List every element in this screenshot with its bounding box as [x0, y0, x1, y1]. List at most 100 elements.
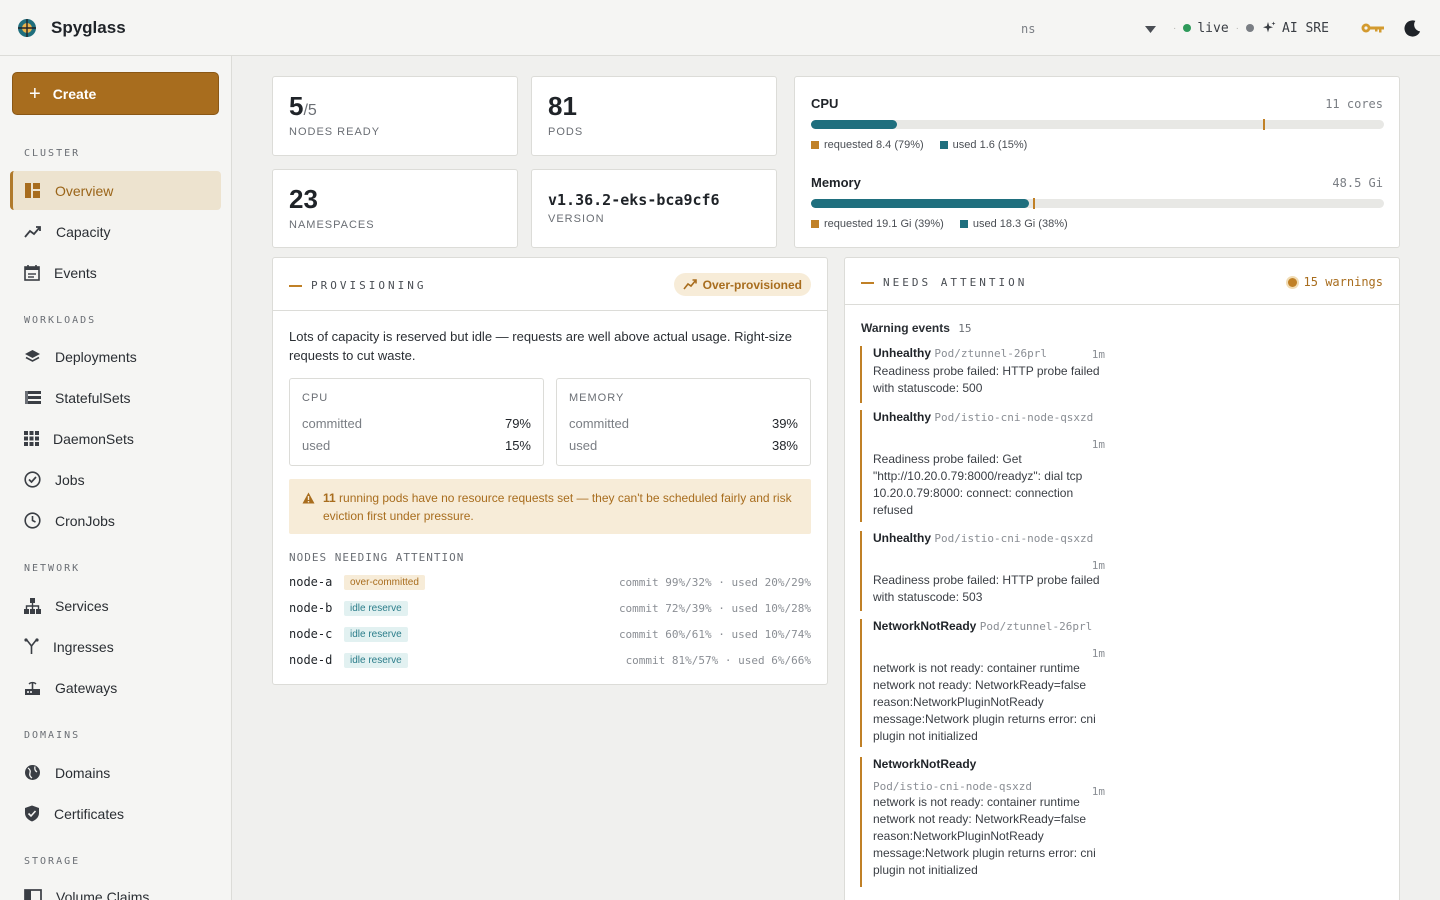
- create-label: Create: [52, 85, 97, 102]
- status-dot-icon: [1246, 24, 1254, 32]
- separator: ·: [1235, 22, 1239, 34]
- network-tree-icon: [24, 597, 41, 614]
- list-item[interactable]: Unhealthy Pod/istio-cni-node-qsxzd 1m Re…: [860, 531, 1105, 611]
- sidebar-item-events[interactable]: Events: [10, 253, 221, 292]
- live-dot-icon: [1183, 24, 1192, 32]
- theme-toggle[interactable]: [1403, 19, 1422, 38]
- memory-legend-requested: requested 19.1 Gi (39%): [811, 218, 944, 230]
- sidebar-item-jobs[interactable]: Jobs: [10, 460, 221, 499]
- event-object: Pod/istio-cni-node-qsxzd: [934, 411, 1094, 424]
- cpu-used-row: used 15%: [302, 438, 531, 453]
- warning-triangle-icon: [302, 492, 315, 504]
- ai-sre-button[interactable]: AI SRE: [1262, 21, 1329, 36]
- sidebar-item-label: Overview: [55, 182, 114, 199]
- event-reason: NetworkNotReady: [873, 619, 977, 633]
- sidebar-item-domains[interactable]: Domains: [10, 753, 221, 792]
- clock-icon: [24, 512, 41, 529]
- sidebar: + Create CLUSTER Overview Capacity Event…: [0, 56, 232, 900]
- table-row[interactable]: node-b idle reserve commit 72%/39% · use…: [289, 598, 811, 618]
- section-label-cluster: CLUSTER: [24, 148, 81, 159]
- section-label-workloads: WORKLOADS: [24, 315, 97, 326]
- dashboard-icon: [25, 183, 40, 198]
- sidebar-item-gateways[interactable]: Gateways: [10, 668, 221, 707]
- stat-card-nodes: 5/5 NODES READY: [272, 76, 518, 156]
- node-name: node-d: [289, 653, 333, 667]
- sidebar-item-certificates[interactable]: Certificates: [10, 794, 221, 833]
- memory-requested-marker: [1033, 198, 1036, 209]
- list-item[interactable]: NetworkNotReady Pod/ztunnel-26prl 1m net…: [860, 619, 1105, 747]
- warnings-badge[interactable]: 15 warnings: [1287, 275, 1383, 289]
- trend-up-icon: [683, 279, 697, 290]
- node-stats: commit 72%/39% · used 10%/28%: [618, 601, 811, 615]
- node-name: node-c: [289, 627, 333, 641]
- sidebar-item-volumeclaims[interactable]: Volume Claims: [10, 877, 221, 900]
- cpu-commit-card: CPU committed 79% used 15%: [289, 378, 544, 466]
- brand[interactable]: Spyglass: [17, 18, 126, 38]
- globe-icon: [25, 765, 40, 780]
- event-object: Pod/ztunnel-26prl: [979, 620, 1093, 633]
- event-message: Readiness probe failed: HTTP probe faile…: [873, 573, 1100, 604]
- dash-icon: [861, 281, 874, 284]
- event-message: network is not ready: container runtime …: [873, 661, 1096, 743]
- sidebar-item-daemonsets[interactable]: DaemonSets: [10, 419, 221, 458]
- requested-swatch: [811, 141, 819, 149]
- memory-used-fill: [811, 199, 1029, 208]
- cpu-total: 11 cores: [1325, 97, 1383, 111]
- node-name: node-a: [289, 575, 333, 589]
- provisioning-description: Lots of capacity is reserved but idle — …: [289, 329, 792, 363]
- namespace-select[interactable]: ns: [1021, 20, 1156, 38]
- sidebar-item-label: Gateways: [55, 679, 118, 696]
- event-reason: Unhealthy: [873, 410, 932, 424]
- shield-check-icon: [25, 805, 39, 822]
- over-provisioned-badge: Over-provisioned: [673, 273, 811, 296]
- table-row[interactable]: node-d idle reserve commit 81%/57% · use…: [289, 650, 811, 670]
- memory-used-row: used 38%: [569, 438, 798, 453]
- status-badge: idle reserve: [344, 626, 408, 642]
- live-indicator[interactable]: live: [1183, 21, 1229, 36]
- router-icon: [25, 681, 40, 695]
- cpu-legend: requested 8.4 (79%) used 1.6 (15%): [811, 139, 1043, 151]
- memory-total: 48.5 Gi: [1332, 176, 1383, 190]
- section-label-network: NETWORK: [24, 563, 81, 574]
- node-stats: commit 99%/32% · used 20%/29%: [618, 575, 811, 589]
- warning-dot-icon: [1287, 277, 1297, 287]
- list-icon: [25, 391, 41, 404]
- warning-events-heading: Warning events 15: [861, 321, 972, 335]
- event-age: 1m: [1091, 438, 1105, 451]
- key-button[interactable]: [1361, 22, 1385, 34]
- create-button[interactable]: + Create: [12, 72, 219, 115]
- event-message: network is not ready: container runtime …: [873, 795, 1096, 877]
- sidebar-item-services[interactable]: Services: [10, 586, 221, 625]
- attention-title: NEEDS ATTENTION: [861, 276, 1027, 289]
- list-item[interactable]: Unhealthy Pod/istio-cni-node-qsxzd 1m Re…: [860, 410, 1105, 522]
- warning-events-count: 15: [958, 322, 972, 335]
- sidebar-item-statefulsets[interactable]: StatefulSets: [10, 378, 221, 417]
- sidebar-item-cronjobs[interactable]: CronJobs: [10, 501, 221, 540]
- used-swatch: [959, 220, 968, 228]
- dash-icon: [289, 284, 302, 287]
- memory-commit-title: MEMORY: [569, 392, 625, 404]
- list-item[interactable]: NetworkNotReady Pod/istio-cni-node-qsxzd…: [860, 757, 1105, 887]
- sidebar-item-label: Services: [55, 597, 109, 614]
- sidebar-item-label: StatefulSets: [55, 389, 131, 406]
- event-age: 1m: [1091, 785, 1105, 798]
- sidebar-item-deployments[interactable]: Deployments: [10, 337, 221, 376]
- event-message: Readiness probe failed: HTTP probe faile…: [873, 364, 1100, 395]
- table-row[interactable]: node-a over-committed commit 99%/32% · u…: [289, 572, 811, 592]
- sidebar-item-capacity[interactable]: Capacity: [10, 212, 221, 251]
- sidebar-item-label: Jobs: [55, 471, 85, 488]
- sidebar-item-label: Certificates: [54, 805, 125, 822]
- sidebar-item-label: DaemonSets: [53, 430, 134, 447]
- table-row[interactable]: node-c idle reserve commit 60%/61% · use…: [289, 624, 811, 644]
- pods-value: 81: [548, 91, 577, 121]
- warning-callout: 11 running pods have no resource request…: [289, 479, 811, 534]
- sidebar-item-overview[interactable]: Overview: [10, 171, 221, 210]
- namespaces-label: NAMESPACES: [289, 219, 375, 231]
- resource-usage-card: CPU 11 cores requested 8.4 (79%) used 1.…: [794, 76, 1400, 248]
- sidebar-item-ingresses[interactable]: Ingresses: [10, 627, 221, 666]
- memory-committed-row: committed 39%: [569, 416, 798, 431]
- nodes-total: /5: [303, 102, 317, 119]
- ai-sre-label: AI SRE: [1282, 20, 1329, 36]
- list-item[interactable]: Unhealthy Pod/ztunnel-26prl 1m Readiness…: [860, 346, 1105, 403]
- version-label: VERSION: [548, 213, 605, 225]
